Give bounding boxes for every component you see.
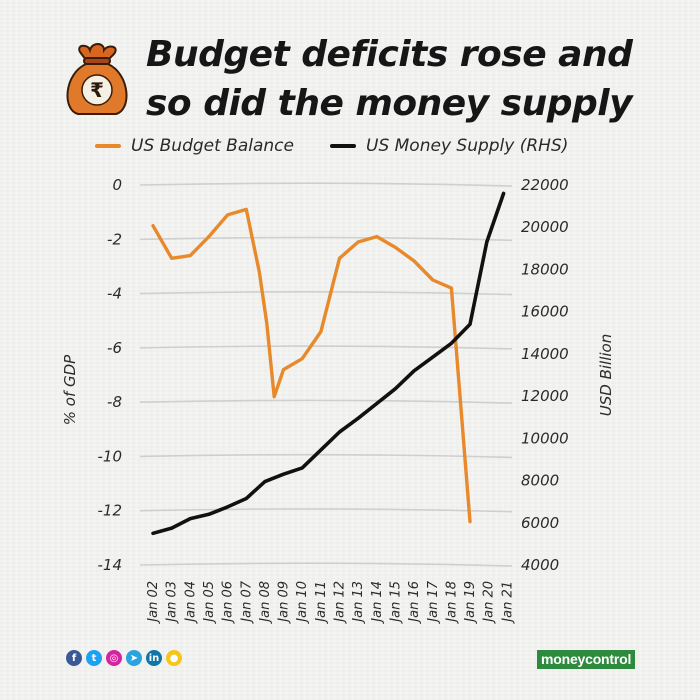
y-tick-left: -12 — [98, 502, 123, 520]
x-tick: Jan 17 — [426, 580, 441, 624]
svg-text:₹: ₹ — [90, 78, 104, 102]
x-tick: Jan 04 — [183, 581, 198, 625]
legend-label-money: US Money Supply (RHS) — [366, 136, 569, 156]
social-icons: f t ◎ ➤ in ● — [66, 650, 182, 666]
y-tick-right: 20000 — [521, 218, 569, 236]
x-tick: Jan 15 — [388, 581, 403, 625]
y-tick-right: 8000 — [521, 472, 559, 490]
y-tick-right: 4000 — [521, 556, 559, 574]
facebook-icon[interactable]: f — [66, 650, 82, 666]
linkedin-icon[interactable]: in — [146, 650, 162, 666]
y-axis-title-left: % of GDP — [61, 354, 79, 425]
x-tick: Jan 07 — [239, 580, 254, 624]
x-tick: Jan 19 — [463, 581, 478, 625]
gridline — [139, 508, 513, 513]
y-tick-right: 22000 — [521, 176, 569, 194]
y-tick-left: -2 — [107, 230, 122, 248]
legend-swatch-budget — [95, 144, 121, 148]
gridline — [139, 562, 513, 567]
legend: US Budget Balance US Money Supply (RHS) — [95, 136, 655, 162]
instagram-icon[interactable]: ◎ — [106, 650, 122, 666]
y-tick-right: 6000 — [521, 514, 559, 532]
x-tick: Jan 14 — [370, 581, 385, 625]
chart-title: Budget deficits rose and so did the mone… — [146, 30, 666, 128]
y-tick-left: -14 — [98, 556, 123, 574]
telegram-icon[interactable]: ➤ — [126, 650, 142, 666]
x-tick: Jan 10 — [295, 581, 310, 625]
legend-label-budget: US Budget Balance — [131, 136, 294, 156]
y-tick-left: -4 — [107, 285, 122, 303]
x-tick: Jan 02 — [146, 581, 161, 625]
x-tick: Jan 18 — [444, 581, 459, 625]
y-tick-right: 10000 — [521, 429, 569, 447]
series-line-budget-balance — [151, 207, 472, 524]
legend-item-money: US Money Supply (RHS) — [330, 136, 568, 156]
gridline — [139, 236, 513, 242]
twitter-icon[interactable]: t — [86, 650, 102, 666]
x-tick: Jan 12 — [333, 581, 348, 625]
y-axis-title-right: USD Billion — [597, 334, 615, 416]
y-tick-right: 16000 — [521, 303, 569, 321]
y-tick-right: 14000 — [521, 345, 569, 363]
y-tick-right: 18000 — [521, 260, 569, 278]
title-line-1: Budget deficits rose and — [146, 34, 633, 75]
x-tick: Jan 08 — [258, 581, 273, 625]
x-tick: Jan 09 — [277, 581, 292, 625]
x-tick: Jan 16 — [407, 581, 422, 625]
moneycontrol-logo: moneycontrol — [537, 650, 636, 669]
x-tick: Jan 20 — [482, 581, 497, 625]
gridline — [139, 290, 513, 296]
series-line-money-supply — [151, 191, 506, 536]
x-tick: Jan 06 — [221, 581, 236, 625]
y-tick-right: 12000 — [521, 387, 569, 405]
x-tick: Jan 03 — [165, 581, 180, 625]
x-tick: Jan 21 — [500, 581, 515, 625]
y-tick-left: -6 — [107, 339, 122, 357]
gridline — [139, 453, 513, 459]
x-tick: Jan 11 — [314, 581, 329, 625]
rupee-money-bag-icon: ₹ — [66, 43, 128, 115]
legend-item-budget: US Budget Balance — [95, 136, 294, 156]
x-tick: Jan 13 — [351, 581, 366, 625]
gridline — [139, 345, 513, 350]
y-tick-left: -10 — [98, 447, 123, 465]
title-line-2: so did the money supply — [146, 83, 633, 124]
gridline — [139, 399, 513, 404]
legend-swatch-money — [330, 144, 356, 148]
y-tick-left: 0 — [112, 176, 122, 194]
gridline — [139, 182, 513, 187]
x-tick: Jan 05 — [202, 581, 217, 625]
koo-icon[interactable]: ● — [166, 650, 182, 666]
y-tick-left: -8 — [107, 393, 122, 411]
